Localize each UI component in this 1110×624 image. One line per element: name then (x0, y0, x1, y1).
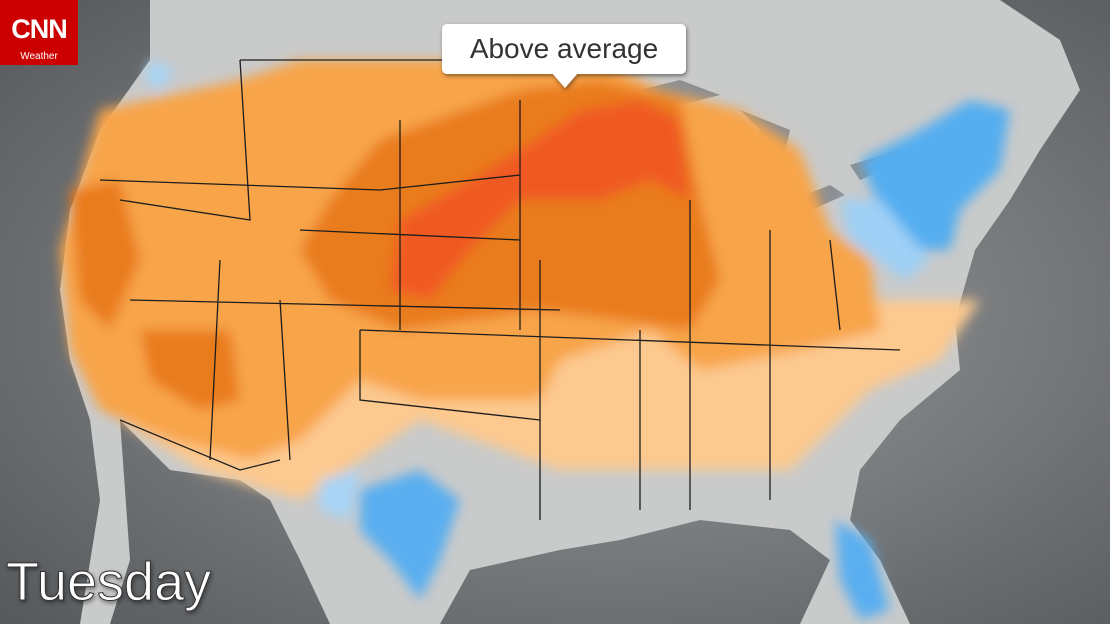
callout-box (442, 24, 686, 88)
temperature-shading (60, 60, 1010, 620)
day-label: Tuesday (6, 552, 211, 612)
callout-text: Above average (470, 33, 658, 64)
logo-section: Weather (20, 51, 58, 62)
logo-brand: CNN (11, 14, 67, 44)
logo-box (0, 0, 78, 65)
state-borders (99, 59, 901, 520)
